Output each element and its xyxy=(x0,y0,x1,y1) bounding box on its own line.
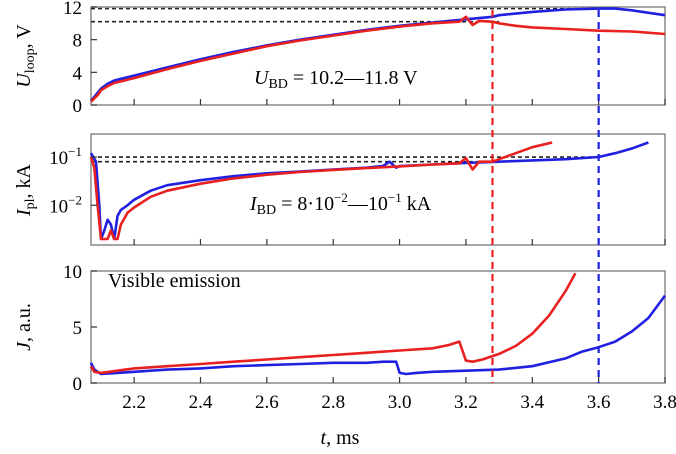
x-tick-label-5: 3.2 xyxy=(454,392,478,413)
uloop-ytick-label-3: 12 xyxy=(63,0,82,19)
x-axis-label: t, ms xyxy=(321,427,360,449)
panel-uloop: 0 4 8 12 Uloop, V UBD = 10.2—11.8 V xyxy=(13,0,666,117)
j-ytick-label-2: 10 xyxy=(63,262,82,283)
panel-ipl-content: 10−2 10−1 xyxy=(49,141,666,245)
visible-emission-label: Visible emission xyxy=(108,270,241,292)
j-ytick-label-1: 5 xyxy=(73,318,83,339)
ipl-series-blue xyxy=(89,141,649,241)
uloop-ytick-label-1: 4 xyxy=(73,63,83,84)
x-tick-label-4: 3.0 xyxy=(388,392,412,413)
panel-j-content: 0 5 10 2.2 2.4 2.6 2.8 3.0 3.2 3.4 3.6 3.8 xyxy=(63,262,676,413)
x-tick-label-3: 2.8 xyxy=(321,392,345,413)
panel-uloop-content: 0 4 8 12 xyxy=(63,0,666,117)
j-series-red xyxy=(89,272,577,375)
uloop-ytick-label-2: 8 xyxy=(73,31,83,52)
x-tick-label-6: 3.4 xyxy=(520,392,544,413)
j-axis-label: J, a.u. xyxy=(13,303,35,351)
x-tick-label-8: 3.8 xyxy=(653,392,676,413)
x-tick-label-0: 2.2 xyxy=(122,392,146,413)
panel-ipl: 10−2 10−1 Ipl, kA IBD = 8·10−2—10−1 kA xyxy=(13,133,666,246)
x-tick-label-1: 2.4 xyxy=(189,392,213,413)
ipl-ytick-label-1: 10−1 xyxy=(49,144,82,169)
uloop-axis-label: Uloop, V xyxy=(13,24,38,88)
ubd-annotation: UBD = 10.2—11.8 V xyxy=(254,67,418,92)
panel-ipl-frame xyxy=(90,133,666,246)
j-ytick-label-0: 0 xyxy=(73,374,83,395)
ibd-annotation: IBD = 8·10−2—10−1 kA xyxy=(249,190,432,218)
ipl-series-red xyxy=(89,141,553,241)
x-tick-label-7: 3.6 xyxy=(587,392,611,413)
x-tick-label-2: 2.6 xyxy=(255,392,279,413)
panel-uloop-frame xyxy=(90,6,666,106)
ipl-ytick-label-0: 10−2 xyxy=(49,192,82,217)
uloop-series-red xyxy=(90,15,666,103)
uloop-ytick-label-0: 0 xyxy=(73,96,83,117)
vertical-markers xyxy=(491,10,600,383)
j-series-blue xyxy=(89,294,667,376)
ipl-axis-label: Ipl, kA xyxy=(13,163,38,217)
